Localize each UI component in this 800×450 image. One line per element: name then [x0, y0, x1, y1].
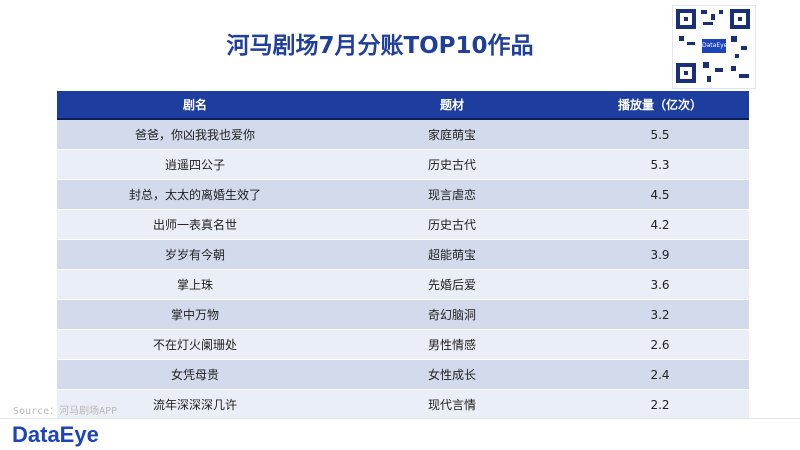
- table-row: 掌上珠 先婚后爱 3.6: [57, 269, 749, 300]
- column-header-title: 剧名: [57, 91, 333, 120]
- cell-genre: 奇幻脑洞: [333, 299, 571, 330]
- top10-table: 剧名 题材 播放量（亿次） 爸爸，你凶我我也爱你 家庭萌宝 5.5 逍遥四公子 …: [57, 91, 749, 420]
- brand-logo: DataEye: [12, 422, 99, 447]
- cell-title: 逍遥四公子: [57, 149, 333, 180]
- cell-genre: 现代言情: [333, 389, 571, 420]
- table-row: 出师一表真名世 历史古代 4.2: [57, 209, 749, 240]
- cell-genre: 历史古代: [333, 149, 571, 180]
- cell-title: 女凭母贵: [57, 359, 333, 390]
- table-row: 岁岁有今朝 超能萌宝 3.9: [57, 239, 749, 270]
- table-row: 女凭母贵 女性成长 2.4: [57, 359, 749, 390]
- table-row: 不在灯火阑珊处 男性情感 2.6: [57, 329, 749, 360]
- cell-views: 3.2: [571, 299, 749, 330]
- table-row: 封总，太太的离婚生效了 现言虐恋 4.5: [57, 179, 749, 210]
- cell-genre: 现言虐恋: [333, 179, 571, 210]
- cell-genre: 家庭萌宝: [333, 119, 571, 150]
- cell-genre: 男性情感: [333, 329, 571, 360]
- cell-title: 岁岁有今朝: [57, 239, 333, 270]
- table-row: 掌中万物 奇幻脑洞 3.2: [57, 299, 749, 330]
- cell-title: 爸爸，你凶我我也爱你: [57, 119, 333, 150]
- cell-views: 2.6: [571, 329, 749, 360]
- cell-views: 4.5: [571, 179, 749, 210]
- cell-title: 出师一表真名世: [57, 209, 333, 240]
- source-note: Source：河马剧场APP: [13, 406, 118, 417]
- cell-title: 掌中万物: [57, 299, 333, 330]
- column-header-genre: 题材: [333, 91, 571, 120]
- qr-center-label: DataEye: [702, 39, 727, 53]
- table-header-row: 剧名 题材 播放量（亿次）: [57, 91, 749, 120]
- footer-divider: [0, 418, 800, 419]
- cell-views: 5.5: [571, 119, 749, 150]
- cell-views: 3.9: [571, 239, 749, 270]
- cell-title: 掌上珠: [57, 269, 333, 300]
- column-header-views: 播放量（亿次）: [571, 91, 749, 120]
- cell-views: 5.3: [571, 149, 749, 180]
- cell-genre: 超能萌宝: [333, 239, 571, 270]
- cell-title: 流年深深深几许: [57, 389, 333, 420]
- table-row: 流年深深深几许 现代言情 2.2: [57, 389, 749, 420]
- cell-views: 3.6: [571, 269, 749, 300]
- page-title: 河马剧场7月分账TOP10作品: [226, 33, 534, 59]
- table-row: 逍遥四公子 历史古代 5.3: [57, 149, 749, 180]
- cell-title: 封总，太太的离婚生效了: [57, 179, 333, 210]
- cell-genre: 先婚后爱: [333, 269, 571, 300]
- qr-code-icon: DataEye: [672, 5, 756, 89]
- cell-genre: 女性成长: [333, 359, 571, 390]
- cell-title: 不在灯火阑珊处: [57, 329, 333, 360]
- cell-genre: 历史古代: [333, 209, 571, 240]
- cell-views: 2.4: [571, 359, 749, 390]
- cell-views: 4.2: [571, 209, 749, 240]
- cell-views: 2.2: [571, 389, 749, 420]
- table-row: 爸爸，你凶我我也爱你 家庭萌宝 5.5: [57, 119, 749, 150]
